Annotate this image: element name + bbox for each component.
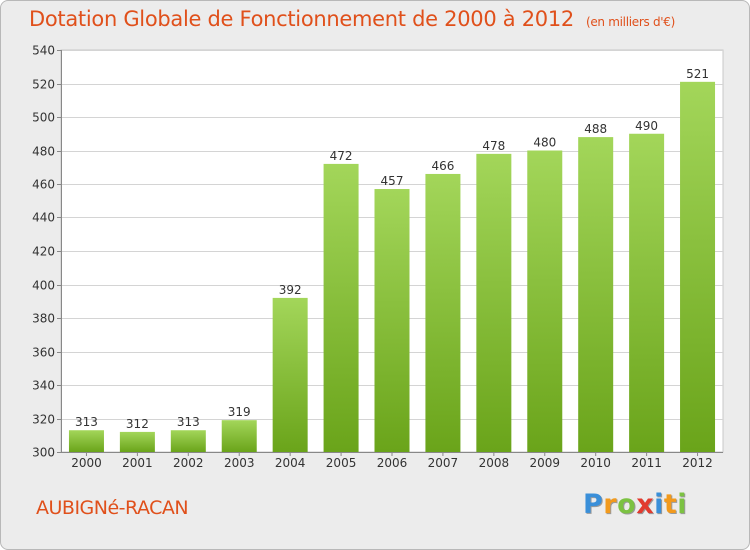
- logo-letter: i: [654, 489, 664, 520]
- bar: [680, 81, 716, 452]
- y-tick-label: 460: [32, 178, 55, 192]
- logo-letter: i: [677, 489, 688, 520]
- data-label: 490: [635, 119, 658, 133]
- logo-letter: r: [603, 489, 618, 520]
- y-tick-label: 440: [32, 211, 55, 225]
- logo-letter: x: [636, 489, 655, 520]
- x-tick-label: 2012: [682, 456, 713, 470]
- y-tick-label: 500: [32, 111, 55, 125]
- chart-title: Dotation Globale de Fonctionnement de 20…: [29, 7, 675, 31]
- y-tick-label: 380: [32, 312, 55, 326]
- x-tick-label: 2011: [631, 456, 662, 470]
- bar: [221, 420, 257, 452]
- logo-letter: t: [663, 489, 678, 520]
- y-tick-label: 520: [32, 78, 55, 92]
- bar: [527, 150, 563, 452]
- bar: [476, 153, 512, 452]
- data-label: 313: [75, 415, 98, 429]
- bar: [323, 163, 359, 452]
- x-tick-label: 2000: [71, 456, 102, 470]
- y-tick-label: 320: [32, 413, 55, 427]
- bar: [68, 430, 104, 452]
- x-tick-label: 2003: [224, 456, 255, 470]
- logo-letter: o: [617, 489, 637, 520]
- unit-note: (en milliers d'€): [585, 15, 675, 29]
- y-tick-label: 360: [32, 346, 55, 360]
- x-tick-label: 2009: [529, 456, 560, 470]
- y-tick-label: 540: [32, 44, 55, 58]
- data-label: 313: [177, 415, 200, 429]
- x-tick-label: 2008: [479, 456, 510, 470]
- data-label: 319: [228, 405, 251, 419]
- x-tick-label: 2002: [173, 456, 204, 470]
- bar: [119, 431, 155, 452]
- x-tick-label: 2010: [580, 456, 611, 470]
- x-tick-label: 2001: [122, 456, 153, 470]
- data-label: 312: [126, 417, 149, 431]
- x-tick-label: 2004: [275, 456, 306, 470]
- chart-title-text: Dotation Globale de Fonctionnement de 20…: [29, 7, 574, 31]
- data-label: 472: [330, 149, 353, 163]
- x-tick-label: 2006: [377, 456, 408, 470]
- city-name: AUBIGNé-RACAN: [36, 497, 189, 519]
- proxiti-logo: Proxiti: [583, 489, 687, 520]
- y-tick-label: 300: [32, 446, 55, 460]
- bar: [374, 189, 410, 452]
- y-tick-label: 480: [32, 145, 55, 159]
- bar: [425, 173, 461, 452]
- x-tick-label: 2007: [428, 456, 459, 470]
- data-label: 478: [482, 139, 505, 153]
- data-label: 521: [686, 67, 709, 81]
- y-tick-label: 420: [32, 245, 55, 259]
- data-label: 457: [381, 174, 404, 188]
- x-tick-label: 2005: [326, 456, 357, 470]
- y-tick-label: 340: [32, 379, 55, 393]
- y-tick-label: 400: [32, 279, 55, 293]
- logo-letter: P: [583, 489, 604, 520]
- data-label: 480: [533, 136, 556, 150]
- data-label: 488: [584, 122, 607, 136]
- bar: [170, 430, 206, 452]
- data-label: 392: [279, 283, 302, 297]
- bar: [629, 133, 665, 452]
- bar: [578, 137, 614, 452]
- data-label: 466: [431, 159, 454, 173]
- bar: [272, 297, 308, 452]
